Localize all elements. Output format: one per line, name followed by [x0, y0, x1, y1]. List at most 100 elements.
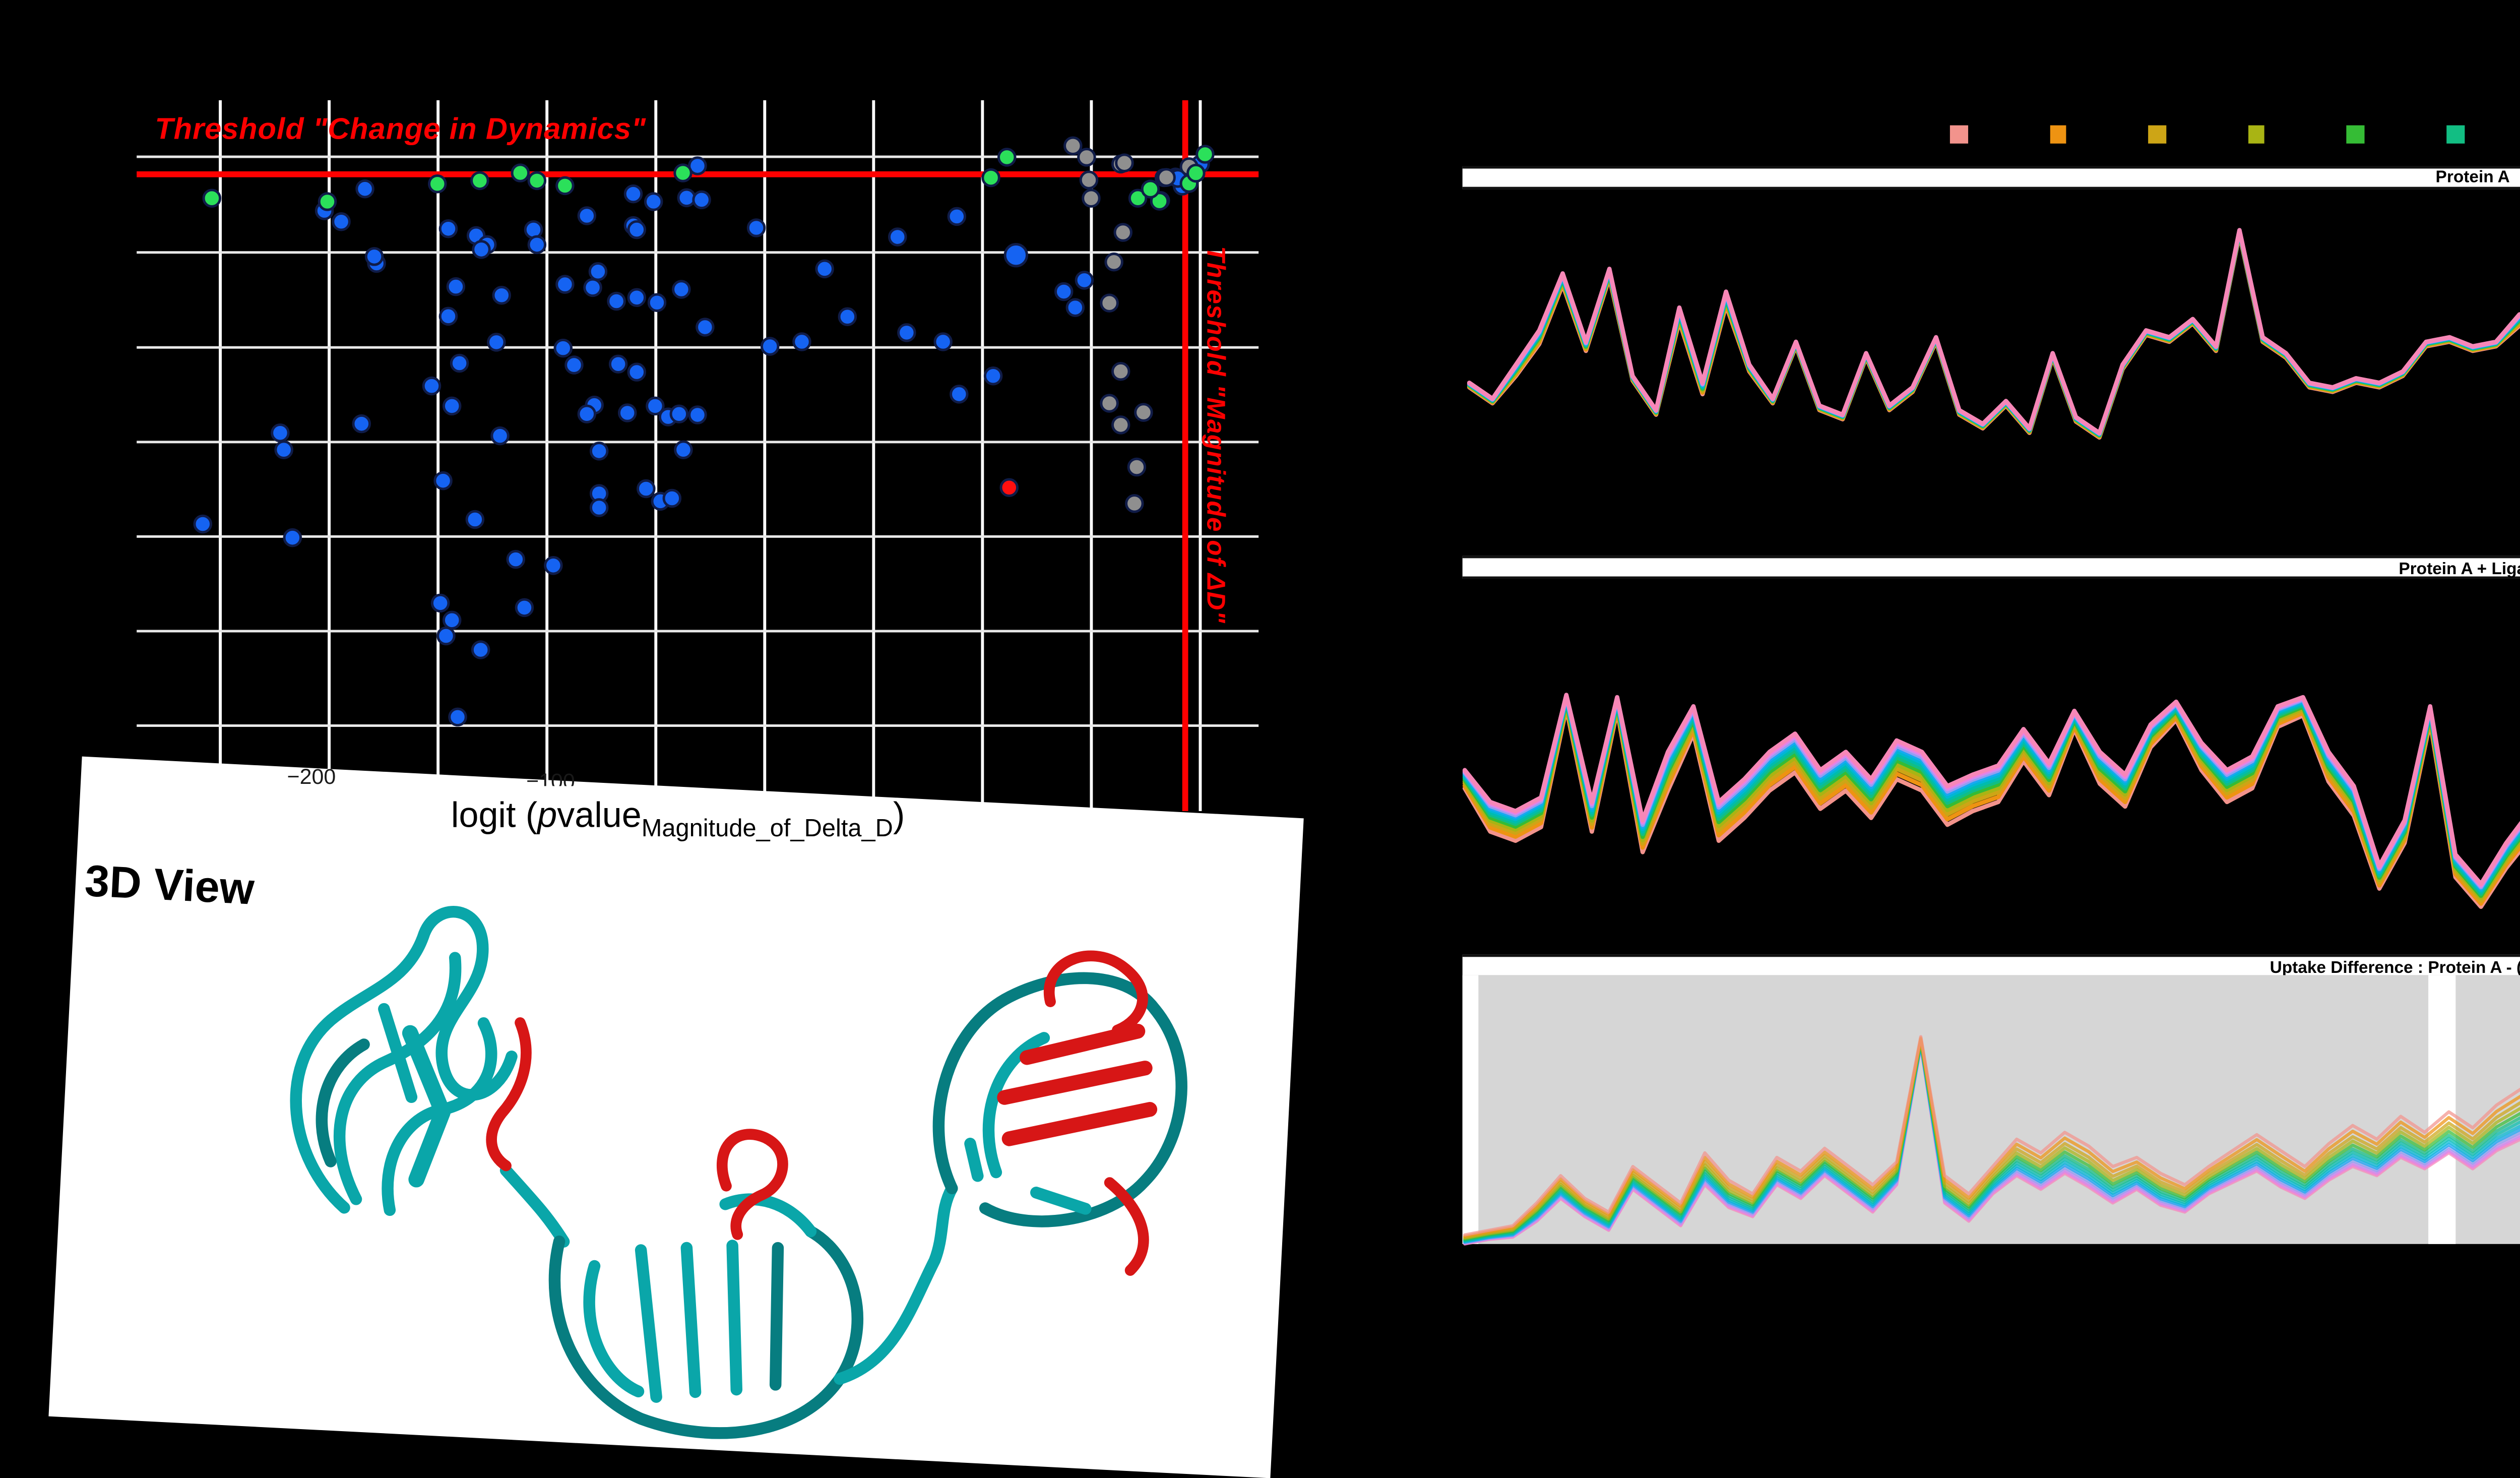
data-point-blue[interactable]: [888, 227, 907, 247]
data-point-blue[interactable]: [674, 440, 693, 459]
data-point-green[interactable]: [318, 192, 337, 211]
legend-swatch-1[interactable]: [1949, 125, 1968, 143]
data-point-blue[interactable]: [544, 556, 563, 575]
data-point-blue[interactable]: [442, 396, 462, 416]
data-point-gray[interactable]: [1100, 293, 1119, 313]
data-point-blue[interactable]: [472, 240, 491, 259]
data-point-gray[interactable]: [1115, 153, 1134, 172]
data-point-blue[interactable]: [746, 218, 766, 237]
data-point-blue[interactable]: [588, 262, 608, 281]
data-point-blue[interactable]: [589, 498, 609, 517]
legend-swatch-6[interactable]: [2446, 125, 2464, 143]
legend-swatch-2[interactable]: [2049, 125, 2067, 143]
data-point-blue[interactable]: [438, 306, 458, 326]
data-point-blue[interactable]: [448, 707, 467, 727]
data-point-green[interactable]: [511, 163, 530, 182]
data-point-blue[interactable]: [283, 528, 302, 547]
data-point-blue[interactable]: [355, 179, 374, 199]
data-point-green[interactable]: [1141, 179, 1160, 199]
data-point-blue[interactable]: [583, 278, 602, 297]
data-point-blue[interactable]: [897, 323, 916, 342]
data-point-blue[interactable]: [662, 488, 682, 508]
data-point-blue[interactable]: [271, 423, 290, 443]
data-point-blue[interactable]: [433, 471, 453, 490]
data-point-blue[interactable]: [450, 353, 469, 373]
data-point-gray[interactable]: [1111, 361, 1130, 381]
data-point-blue[interactable]: [617, 403, 637, 422]
data-point-blue[interactable]: [589, 442, 609, 461]
legend-swatch-4[interactable]: [2248, 125, 2265, 143]
data-point-blue[interactable]: [623, 184, 643, 204]
data-point-blue[interactable]: [1065, 298, 1085, 317]
data-point-blue[interactable]: [553, 338, 573, 358]
data-point-blue[interactable]: [436, 626, 456, 646]
data-point-green[interactable]: [673, 163, 692, 182]
data-point-green[interactable]: [997, 148, 1017, 167]
data-point-blue[interactable]: [1003, 243, 1028, 268]
data-point-blue[interactable]: [692, 190, 711, 210]
data-point-blue[interactable]: [487, 333, 506, 352]
3d-view-panel[interactable]: 3D View: [48, 756, 1304, 1478]
data-point-gray[interactable]: [1157, 168, 1176, 187]
data-point-blue[interactable]: [555, 275, 575, 294]
data-point-blue[interactable]: [274, 440, 293, 459]
data-point-blue[interactable]: [515, 598, 534, 618]
data-point-gray[interactable]: [1111, 415, 1130, 435]
data-point-blue[interactable]: [647, 293, 667, 312]
data-point-green[interactable]: [1186, 163, 1206, 183]
data-point-blue[interactable]: [364, 247, 384, 266]
data-point-blue[interactable]: [644, 192, 663, 211]
data-point-blue[interactable]: [422, 376, 442, 396]
data-point-blue[interactable]: [1054, 282, 1074, 301]
data-point-blue[interactable]: [442, 610, 462, 630]
data-point-gray[interactable]: [1063, 136, 1083, 156]
data-point-gray[interactable]: [1113, 223, 1133, 242]
volcano-plot[interactable]: [0, 91, 1367, 843]
data-point-gray[interactable]: [1134, 403, 1153, 422]
data-point-green[interactable]: [428, 174, 447, 194]
data-point-blue[interactable]: [607, 291, 626, 311]
data-point-blue[interactable]: [760, 337, 780, 356]
data-point-blue[interactable]: [430, 593, 450, 613]
data-point-blue[interactable]: [838, 307, 857, 327]
data-point-blue[interactable]: [627, 288, 647, 307]
data-point-blue[interactable]: [438, 219, 458, 238]
data-point-blue[interactable]: [669, 404, 689, 423]
data-point-blue[interactable]: [688, 156, 707, 175]
data-point-blue[interactable]: [490, 426, 510, 446]
data-point-blue[interactable]: [815, 259, 834, 279]
data-point-blue[interactable]: [672, 280, 691, 299]
data-point-blue[interactable]: [792, 332, 811, 351]
data-point-blue[interactable]: [577, 206, 597, 225]
data-point-blue[interactable]: [564, 355, 584, 375]
data-point-green[interactable]: [1128, 189, 1148, 208]
data-point-gray[interactable]: [1079, 170, 1099, 190]
data-point-blue[interactable]: [608, 354, 628, 374]
data-point-green[interactable]: [527, 171, 547, 191]
data-point-blue[interactable]: [492, 286, 512, 305]
data-point-blue[interactable]: [983, 366, 1003, 386]
data-point-green[interactable]: [555, 176, 575, 196]
uptake-chart-protein-a-ligand[interactable]: [1460, 574, 2520, 939]
data-point-blue[interactable]: [1075, 271, 1094, 290]
data-point-blue[interactable]: [677, 188, 697, 208]
data-point-blue[interactable]: [471, 640, 490, 659]
data-point-blue[interactable]: [627, 220, 647, 239]
data-point-blue[interactable]: [332, 212, 351, 231]
data-point-blue[interactable]: [696, 318, 715, 337]
data-point-gray[interactable]: [1082, 189, 1101, 208]
data-point-blue[interactable]: [524, 220, 543, 239]
data-point-blue[interactable]: [637, 479, 656, 499]
data-point-green[interactable]: [981, 168, 1000, 188]
data-point-blue[interactable]: [627, 362, 647, 382]
data-point-blue[interactable]: [506, 549, 526, 569]
uptake-chart-protein-a[interactable]: [1460, 184, 2520, 540]
data-point-blue[interactable]: [446, 277, 466, 296]
data-point-gray[interactable]: [1100, 394, 1119, 413]
data-point-green[interactable]: [470, 171, 489, 191]
data-point-blue[interactable]: [947, 207, 967, 226]
data-point-gray[interactable]: [1125, 494, 1144, 513]
data-point-gray[interactable]: [1077, 148, 1096, 167]
legend-swatch-3[interactable]: [2148, 125, 2166, 143]
data-point-gray[interactable]: [1127, 457, 1147, 477]
